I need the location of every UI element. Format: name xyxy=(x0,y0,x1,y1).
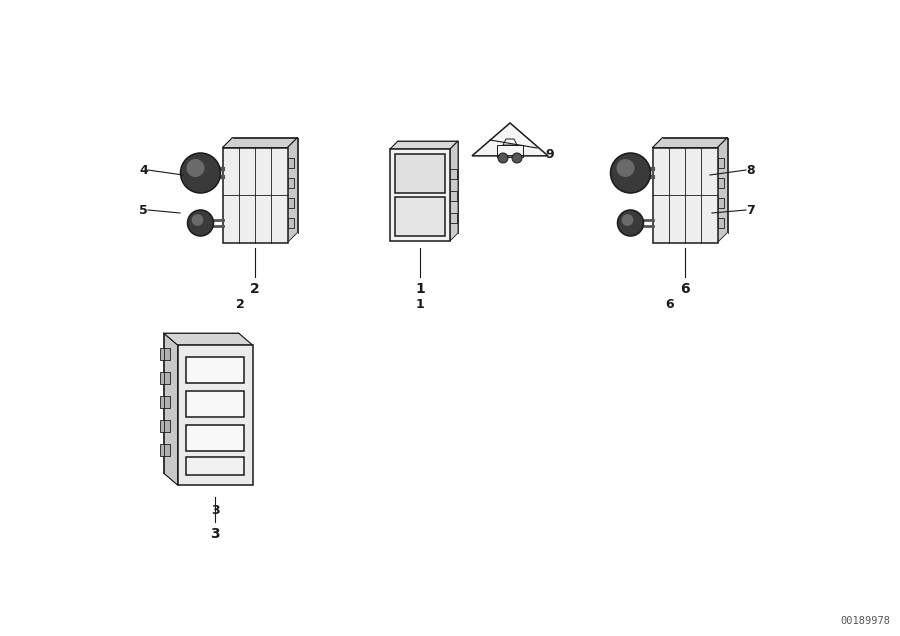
Bar xyxy=(395,197,445,236)
Text: 8: 8 xyxy=(746,163,754,177)
Circle shape xyxy=(512,153,522,163)
Bar xyxy=(159,372,169,384)
Polygon shape xyxy=(222,137,298,148)
Circle shape xyxy=(622,214,634,226)
Bar xyxy=(717,218,724,228)
Circle shape xyxy=(498,153,508,163)
Circle shape xyxy=(192,214,203,226)
Bar xyxy=(159,420,169,432)
Polygon shape xyxy=(652,137,727,148)
Circle shape xyxy=(186,159,204,177)
Circle shape xyxy=(610,153,651,193)
Text: 3: 3 xyxy=(211,527,220,541)
Bar xyxy=(159,348,169,360)
Text: 7: 7 xyxy=(746,204,755,216)
Circle shape xyxy=(617,210,644,236)
Text: 5: 5 xyxy=(140,204,148,216)
Bar xyxy=(287,177,293,188)
Bar xyxy=(287,218,293,228)
Polygon shape xyxy=(164,333,253,345)
Text: 2: 2 xyxy=(250,282,260,296)
Circle shape xyxy=(181,153,220,193)
Text: 1: 1 xyxy=(415,282,425,296)
Bar xyxy=(287,158,293,167)
Polygon shape xyxy=(717,137,727,242)
Bar xyxy=(717,177,724,188)
Bar xyxy=(717,198,724,207)
Text: 00189978: 00189978 xyxy=(840,616,890,626)
Polygon shape xyxy=(390,141,458,149)
Bar xyxy=(395,154,445,193)
Bar xyxy=(450,169,457,179)
Bar xyxy=(185,391,244,417)
Text: 9: 9 xyxy=(545,148,554,162)
Text: 1: 1 xyxy=(416,298,425,312)
Bar xyxy=(652,148,717,242)
Text: 6: 6 xyxy=(666,298,674,312)
Bar xyxy=(497,145,523,157)
Bar xyxy=(287,198,293,207)
Bar xyxy=(717,158,724,167)
Polygon shape xyxy=(164,333,177,485)
Bar xyxy=(450,191,457,201)
Bar xyxy=(185,425,244,451)
Text: 2: 2 xyxy=(236,298,245,312)
Bar xyxy=(185,357,244,383)
Bar xyxy=(159,444,169,456)
Text: 3: 3 xyxy=(211,504,220,516)
Bar xyxy=(177,345,253,485)
Polygon shape xyxy=(450,141,458,241)
Bar xyxy=(222,148,287,242)
Text: 6: 6 xyxy=(680,282,689,296)
Bar xyxy=(185,457,244,475)
Text: 4: 4 xyxy=(140,163,148,177)
Circle shape xyxy=(187,210,213,236)
Bar xyxy=(390,149,450,241)
Polygon shape xyxy=(472,123,548,156)
Bar xyxy=(159,396,169,408)
Circle shape xyxy=(616,159,634,177)
Bar xyxy=(450,213,457,223)
Polygon shape xyxy=(287,137,298,242)
